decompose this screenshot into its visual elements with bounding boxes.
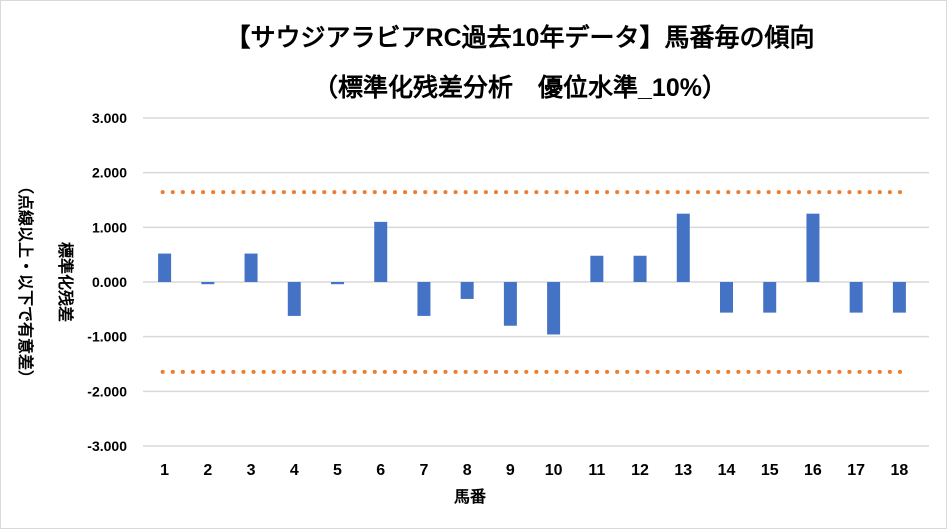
x-tick-label: 11 bbox=[588, 462, 605, 479]
x-tick-label: 18 bbox=[890, 462, 908, 479]
bar-2 bbox=[201, 282, 215, 285]
x-tick-label: 5 bbox=[333, 462, 342, 479]
bar-11 bbox=[590, 255, 604, 282]
bar-1 bbox=[158, 253, 172, 282]
x-tick-label: 16 bbox=[804, 462, 822, 479]
y-tick-label: -3.000 bbox=[87, 438, 127, 454]
x-tick-label: 8 bbox=[463, 462, 472, 479]
x-tick-label: 1 bbox=[160, 462, 169, 479]
x-tick-label: 6 bbox=[376, 462, 385, 479]
y-axis-label: 標準化残差 bbox=[56, 242, 75, 322]
x-tick-label: 3 bbox=[247, 462, 256, 479]
x-tick-label: 17 bbox=[847, 462, 865, 479]
bar-18 bbox=[892, 282, 906, 313]
chart-subtitle: （標準化残差分析 優位水準_10%） bbox=[313, 73, 727, 102]
bar-6 bbox=[374, 221, 388, 282]
x-tick-label: 9 bbox=[506, 462, 515, 479]
bar-4 bbox=[287, 282, 301, 316]
x-tick-label: 15 bbox=[761, 462, 779, 479]
bar-13 bbox=[676, 213, 690, 282]
y-tick-label: -1.000 bbox=[87, 329, 127, 345]
bar-16 bbox=[806, 213, 820, 282]
x-tick-label: 4 bbox=[290, 462, 299, 479]
bar-17 bbox=[849, 282, 863, 313]
bar-7 bbox=[417, 282, 431, 316]
y-tick-label: -2.000 bbox=[87, 383, 127, 399]
x-tick-label: 7 bbox=[419, 462, 428, 479]
y-tick-label: 0.000 bbox=[92, 274, 127, 290]
bar-15 bbox=[763, 282, 777, 313]
y-axis-note: （点線以上・以下で有意差） bbox=[16, 178, 35, 386]
x-tick-label: 12 bbox=[631, 462, 649, 479]
bar-12 bbox=[633, 255, 647, 282]
bar-5 bbox=[331, 282, 344, 285]
bar-9 bbox=[503, 282, 517, 326]
x-axis-label: 馬番 bbox=[454, 487, 487, 506]
x-tick-label: 10 bbox=[545, 462, 563, 479]
y-tick-label: 1.000 bbox=[92, 219, 127, 235]
x-tick-label: 13 bbox=[674, 462, 692, 479]
bar-8 bbox=[460, 282, 474, 299]
x-tick-label: 2 bbox=[203, 462, 212, 479]
chart-title: 【サウジアラビアRC過去10年データ】馬番毎の傾向 bbox=[226, 23, 815, 52]
bar-14 bbox=[720, 282, 733, 313]
bar-10 bbox=[547, 282, 561, 335]
x-tick-label: 14 bbox=[718, 462, 736, 479]
y-tick-label: 3.000 bbox=[92, 110, 127, 126]
y-tick-label: 2.000 bbox=[92, 165, 127, 181]
bar-3 bbox=[244, 253, 258, 282]
